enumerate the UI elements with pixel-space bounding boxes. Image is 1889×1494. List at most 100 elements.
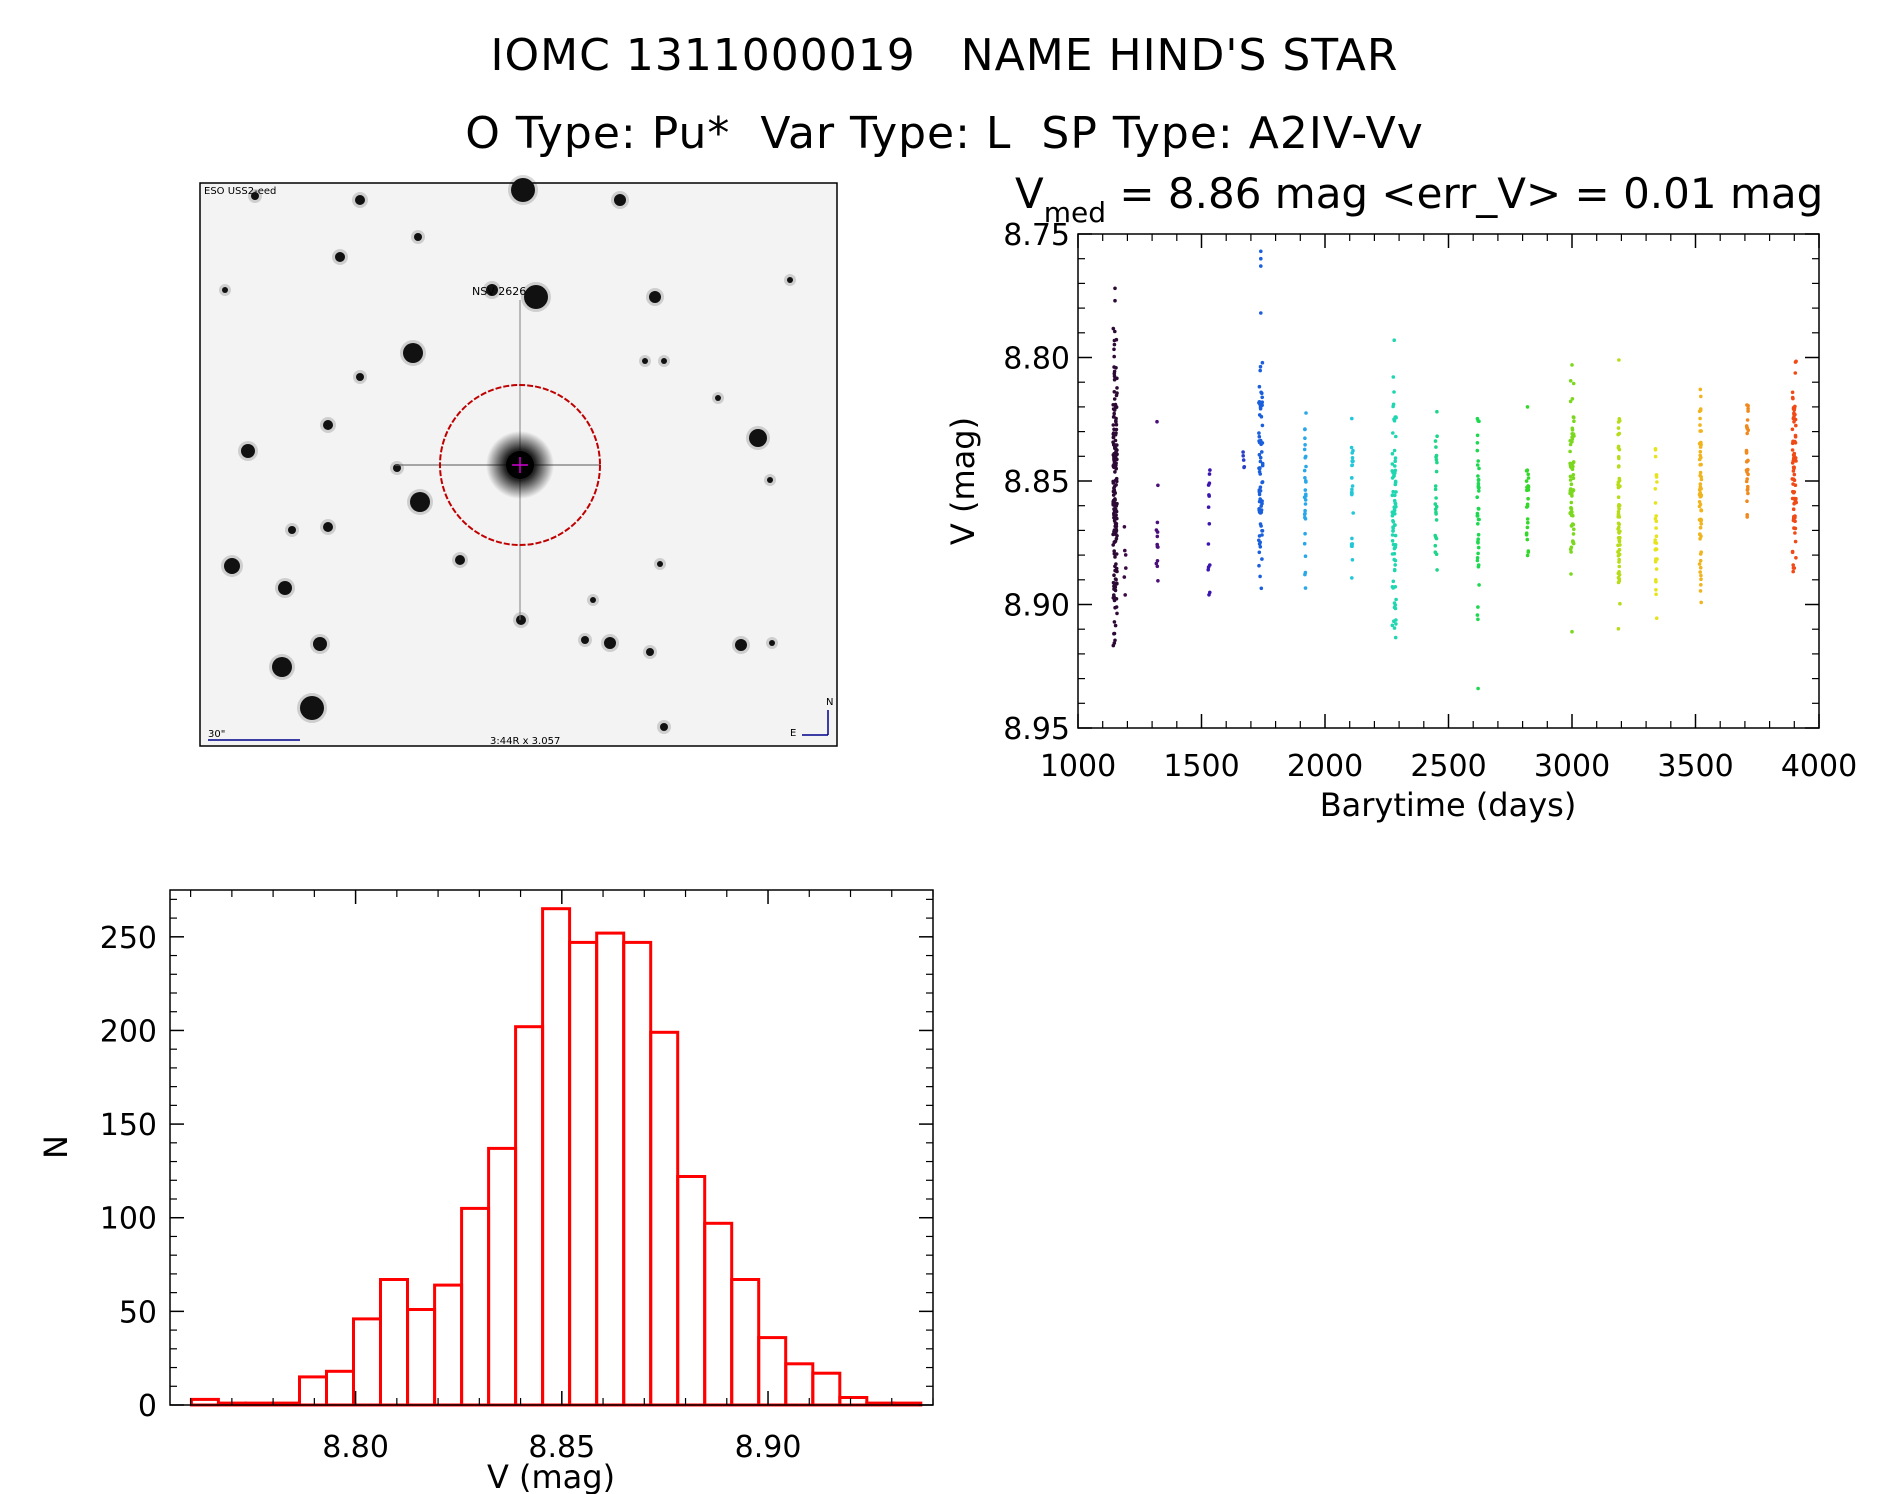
scatter-xtick-label: 1000 [1040, 749, 1116, 784]
scatter-point [1568, 478, 1573, 482]
finder-star [516, 615, 526, 625]
scatter-point [1155, 520, 1160, 525]
scatter-point [1476, 541, 1480, 545]
finder-star [300, 696, 324, 720]
scatter-point [1112, 374, 1117, 379]
scatter-point [1570, 435, 1574, 440]
scatter-point [1112, 390, 1117, 394]
light-curve-plot: Vmed = 8.86 mag <err_V> = 0.01 mag 1000 1… [944, 169, 1857, 824]
search-radius-circle [439, 384, 601, 546]
scatter-point [1618, 601, 1622, 606]
scatter-point [1258, 574, 1262, 579]
scatter-point [1698, 482, 1703, 486]
scatter-point [1390, 493, 1395, 498]
scatter-point [1350, 456, 1355, 460]
scatter-point [1476, 478, 1481, 483]
scatter-point [1568, 547, 1573, 552]
scatter-point [1302, 447, 1307, 452]
scatter-point [1393, 545, 1397, 550]
scatter-point [1616, 480, 1621, 485]
histogram-bar [811, 1371, 842, 1407]
histogram-bar [352, 1317, 382, 1407]
scatter-point [1112, 551, 1117, 556]
scatter-point [1570, 397, 1575, 401]
scatter-point [1698, 537, 1702, 541]
scatter-point [1571, 476, 1576, 481]
scatter-point [1113, 432, 1118, 437]
scatter-point [1569, 550, 1573, 554]
scatter-point [1792, 472, 1797, 477]
scatter-point [1476, 563, 1481, 567]
scatter-point [1259, 311, 1263, 315]
scatter-point [1393, 415, 1397, 420]
scatter-point [1790, 477, 1795, 481]
scatter-point [1433, 484, 1438, 488]
finder-star [486, 284, 498, 296]
scatter-point [1746, 409, 1750, 413]
histogram-bar [838, 1396, 869, 1407]
scatter-point [1697, 441, 1702, 446]
scatter-point [1525, 405, 1530, 409]
scatter-group [1349, 416, 1355, 580]
finder-star [455, 555, 465, 565]
scatter-point [1654, 526, 1658, 530]
scatter-point [1259, 504, 1263, 508]
scatter-point [1790, 390, 1795, 395]
finder-star [604, 637, 616, 649]
scatter-point [1568, 488, 1573, 493]
scatter-point [1524, 531, 1529, 535]
scatter-point [1112, 549, 1116, 553]
scatter-point [1390, 539, 1395, 543]
scatter-point [1112, 397, 1117, 401]
scatter-point [1112, 411, 1116, 416]
scatter-point [1260, 557, 1264, 561]
scatter-point [1260, 450, 1264, 454]
scatter-point [1259, 264, 1263, 268]
scatter-group [1302, 411, 1308, 590]
scatter-point [1477, 583, 1481, 587]
scatter-ytick-label: 8.90 [1003, 589, 1070, 624]
scatter-point [1526, 472, 1530, 477]
finder-star-field [219, 175, 796, 734]
scatter-point [1653, 501, 1658, 505]
scatter-point [1303, 572, 1307, 577]
scatter-point [1303, 502, 1308, 506]
scatter-point [1568, 442, 1573, 447]
scatter-point [1433, 502, 1438, 506]
scatter-point [1258, 485, 1263, 490]
histogram-bar [622, 940, 653, 1407]
histogram-ytick-label: 150 [100, 1108, 157, 1143]
scatter-point [1698, 416, 1702, 421]
scatter-point [1391, 529, 1395, 533]
scatter-point [1477, 517, 1481, 522]
scatter-point [1793, 435, 1798, 439]
scatter-point [1434, 518, 1439, 522]
scatter-xtick-label: 4000 [1781, 749, 1857, 784]
scatter-point [1477, 466, 1481, 471]
scatter-point [1791, 507, 1796, 512]
scatter-point [1350, 451, 1354, 455]
scatter-point [1791, 490, 1796, 495]
scatter-point [1112, 427, 1116, 432]
scatter-point [1654, 519, 1659, 524]
finder-star [735, 639, 747, 651]
scatter-point [1111, 326, 1116, 331]
scatter-ytick-label: 8.75 [1003, 218, 1070, 253]
scatter-point [1616, 536, 1621, 540]
scatter-group [1568, 363, 1576, 634]
histogram-bar [325, 1369, 355, 1407]
scatter-point [1113, 298, 1117, 303]
scatter-point [1155, 534, 1160, 539]
scatter-point [1698, 532, 1702, 536]
histogram-ytick-label: 250 [100, 921, 157, 956]
scatter-point [1698, 525, 1703, 530]
scatter-point [1394, 434, 1398, 439]
scatter-point [1616, 549, 1620, 554]
histogram-bars [189, 907, 923, 1407]
scatter-point [1698, 470, 1703, 475]
scatter-point [1112, 338, 1117, 343]
scatter-point [1113, 286, 1117, 291]
scatter-point [1571, 541, 1576, 546]
center-label: 3:44R x 3.057 [490, 736, 560, 747]
scatter-point [1258, 472, 1262, 476]
